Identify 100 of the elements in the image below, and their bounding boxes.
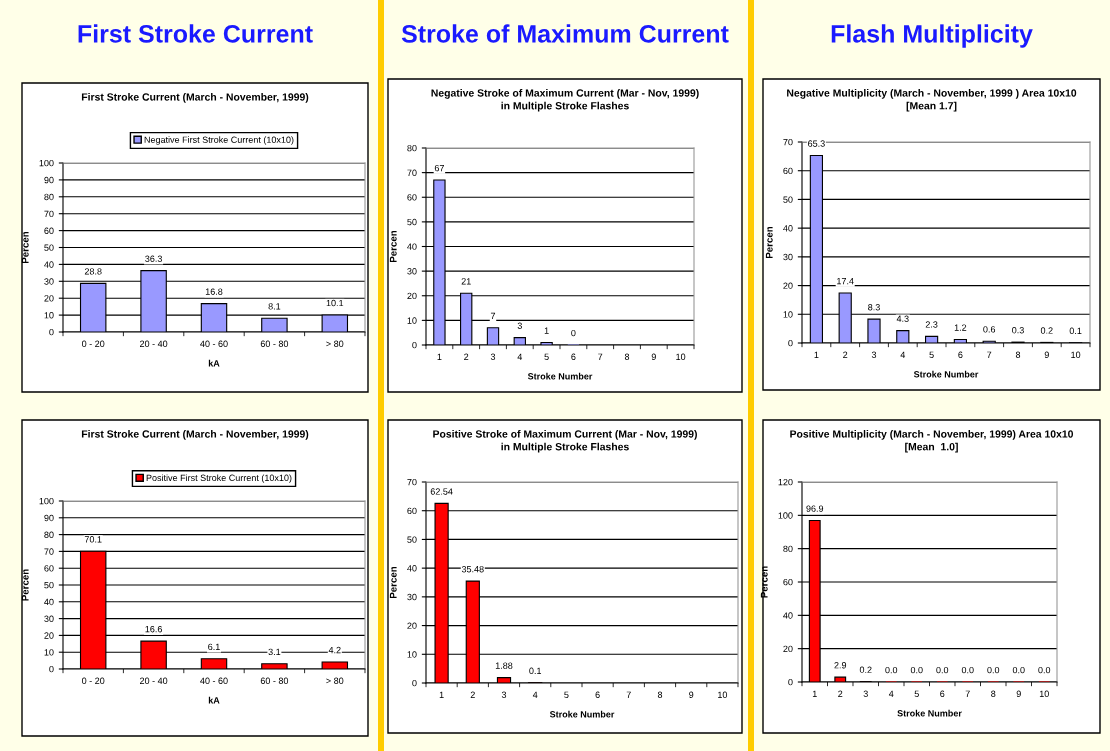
text: 0.2 — [859, 666, 872, 673]
y-tick-label: 60 — [783, 578, 793, 586]
chart-title: Negative Stroke of Maximum Current (Mar - Nov, 1999) in Multiple Stroke Flashes — [431, 89, 699, 112]
text: 28.8 — [84, 268, 102, 275]
x-tick-label: 7 — [626, 691, 631, 698]
text: 6.1 — [208, 643, 220, 651]
x-axis-title: kA — [208, 359, 220, 367]
x-tick-label: 1 — [812, 690, 817, 697]
x-tick-label: 3 — [490, 353, 496, 360]
x-tick-label: 10 — [676, 353, 686, 360]
text: 16.6 — [145, 625, 162, 633]
text: 3 — [517, 322, 522, 329]
text: 0.1 — [529, 667, 542, 674]
y-tick-label: 0 — [49, 328, 54, 336]
text: 21 — [461, 278, 471, 285]
y-tick-label: 20 — [407, 292, 417, 300]
x-tick-label: 7 — [987, 351, 992, 358]
text: 8.3 — [868, 304, 880, 311]
chart-title: First Stroke Current (March - November, 1999) — [81, 430, 309, 440]
legend-label: Negative First Stroke Current (10x10) — [144, 136, 294, 145]
text: 96.9 — [806, 505, 824, 512]
text: 1 — [544, 327, 549, 334]
y-tick-label: 10 — [407, 317, 417, 324]
text: First Stroke Current — [78, 24, 313, 43]
y-axis-title: Percen — [389, 566, 397, 599]
y-tick-label: 120 — [778, 478, 793, 486]
y-tick-label: 10 — [44, 312, 54, 319]
y-tick-label: 30 — [783, 253, 793, 261]
x-tick-label: 4 — [532, 691, 538, 698]
x-tick-label: 20 - 40 — [140, 677, 168, 684]
x-tick-label: 7 — [965, 690, 970, 697]
x-tick-label: 5 — [929, 351, 934, 358]
y-tick-label: 40 — [783, 612, 793, 619]
x-tick-label: 8 — [991, 690, 996, 697]
chart-title: Positive Multiplicity (March - November, 1999) Area 10x10 [Mean 1.0] — [790, 430, 1074, 453]
x-tick-label: 0 - 20 — [82, 677, 105, 684]
y-tick-label: 90 — [44, 176, 54, 184]
text: 0.1 — [1069, 327, 1082, 334]
x-tick-label: 9 — [1044, 351, 1049, 358]
x-tick-label: 10 — [718, 691, 728, 698]
y-tick-label: 70 — [783, 138, 793, 146]
y-tick-label: 70 — [407, 478, 417, 486]
y-tick-label: 10 — [44, 649, 54, 656]
x-tick-label: > 80 — [326, 677, 344, 684]
y-tick-label: 50 — [407, 218, 417, 226]
y-tick-label: 60 — [44, 227, 54, 234]
y-tick-label: 40 — [44, 598, 54, 606]
text: 67 — [434, 164, 444, 172]
x-axis-title: kA — [208, 696, 220, 704]
y-tick-label: 40 — [44, 261, 54, 268]
x-tick-label: 10 — [1071, 351, 1081, 358]
text: 0.0 — [910, 666, 923, 674]
x-tick-label: 1 — [437, 353, 442, 360]
y-tick-label: 70 — [44, 210, 54, 218]
x-tick-label: 60 - 80 — [260, 340, 289, 347]
text: 0.0 — [885, 666, 898, 674]
y-tick-label: 20 — [44, 295, 54, 302]
y-tick-label: 40 — [407, 243, 417, 250]
x-tick-label: 7 — [598, 353, 603, 360]
x-tick-label: 9 — [651, 353, 656, 360]
x-tick-label: 8 — [1015, 351, 1021, 358]
text: Stroke of Maximum Current — [401, 24, 729, 43]
text: 3.1 — [268, 648, 281, 656]
text: 0.0 — [1012, 666, 1025, 674]
y-tick-label: 100 — [39, 497, 54, 505]
x-tick-label: 5 — [544, 353, 549, 360]
text: 70.1 — [84, 536, 102, 543]
y-tick-label: 10 — [407, 651, 417, 658]
y-tick-label: 10 — [783, 311, 793, 318]
text: 17.4 — [837, 278, 854, 285]
y-tick-label: 60 — [44, 565, 54, 572]
x-tick-label: 6 — [571, 353, 576, 360]
y-tick-label: 0 — [412, 679, 417, 687]
text: 0 — [571, 329, 576, 337]
x-axis-title: Stroke Number — [913, 370, 979, 378]
x-tick-label: 9 — [1016, 690, 1021, 697]
y-tick-label: 30 — [44, 278, 54, 285]
x-tick-label: 6 — [958, 351, 963, 358]
y-tick-label: 20 — [407, 622, 417, 629]
text: 0.0 — [987, 666, 1000, 674]
y-tick-label: 20 — [44, 632, 54, 639]
y-tick-label: 80 — [44, 531, 54, 538]
x-tick-label: 8 — [657, 691, 663, 698]
x-tick-label: 10 — [1039, 690, 1049, 697]
x-tick-label: 2 — [464, 353, 469, 360]
text: 2.3 — [925, 321, 938, 328]
x-tick-label: 60 - 80 — [260, 677, 289, 684]
text: 16.8 — [205, 288, 223, 295]
x-tick-label: 40 - 60 — [200, 677, 228, 684]
y-tick-label: 30 — [407, 593, 417, 601]
y-tick-label: 0 — [788, 339, 793, 347]
x-tick-label: 1 — [814, 351, 819, 358]
x-tick-label: 2 — [470, 691, 475, 698]
text: 4.3 — [896, 315, 909, 322]
x-tick-label: 8 — [624, 353, 630, 360]
text: 4.2 — [328, 646, 341, 654]
text: 1.2 — [954, 324, 967, 331]
text: 7 — [490, 312, 496, 319]
x-tick-label: 20 - 40 — [140, 340, 168, 347]
y-tick-label: 100 — [39, 159, 54, 167]
